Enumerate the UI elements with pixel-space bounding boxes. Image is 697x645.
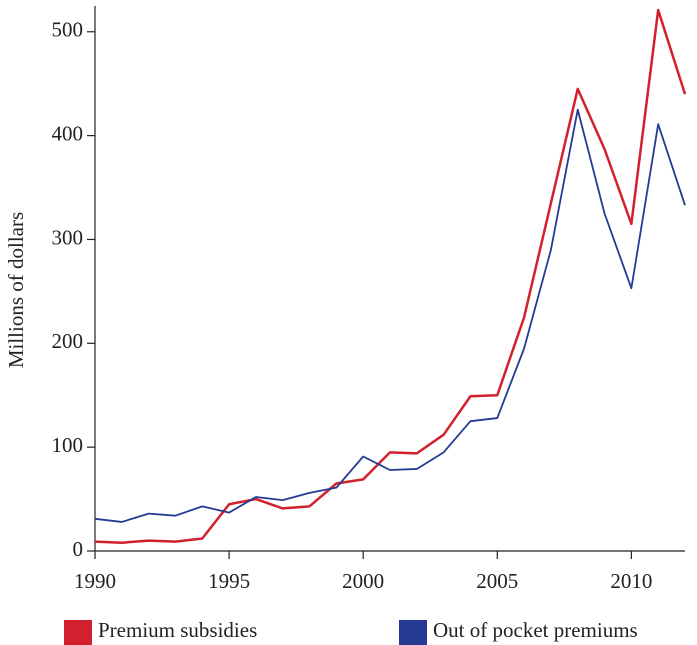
x-tick-label: 1990 xyxy=(74,569,116,593)
y-tick-label: 0 xyxy=(73,537,84,561)
x-tick-label: 1995 xyxy=(208,569,250,593)
legend-label: Out of pocket premiums xyxy=(433,618,638,642)
y-tick-label: 100 xyxy=(52,433,84,457)
x-tick-label: 2000 xyxy=(342,569,384,593)
y-tick-label: 200 xyxy=(52,329,84,353)
legend-swatch xyxy=(64,620,92,645)
y-tick-label: 300 xyxy=(52,225,84,249)
legend-label: Premium subsidies xyxy=(98,618,257,642)
x-tick-label: 2005 xyxy=(476,569,518,593)
y-axis-label: Millions of dollars xyxy=(4,212,28,368)
series-line xyxy=(94,108,686,523)
legend-swatch xyxy=(399,620,427,645)
y-tick-label: 400 xyxy=(52,121,84,145)
x-tick-label: 2010 xyxy=(610,569,652,593)
y-tick-label: 500 xyxy=(52,18,84,42)
series-line xyxy=(94,8,687,544)
